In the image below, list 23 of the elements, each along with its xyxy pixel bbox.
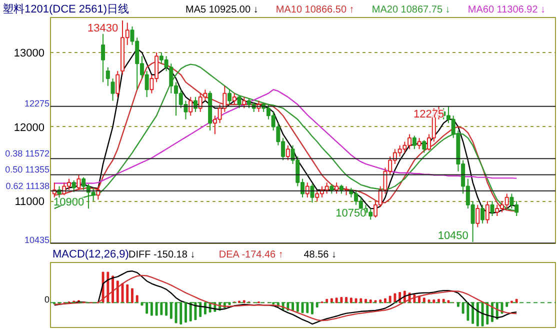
y-tick-label: 11000 [14,196,45,208]
y-tick-label: 12000 [14,122,45,134]
annotation: 10900 [53,196,84,209]
ref-line-label: 0.38 11572 [5,148,50,159]
y-tick-label: 13000 [14,47,45,60]
ref-line-label: 10435 [24,235,50,246]
text: MA20 10867.75 ↓ [372,4,450,16]
annotation: 13430 [88,22,118,34]
text: MA10 10866.50 ↑ [276,4,354,16]
series-label: DIFF -150.18 ↓ [128,250,196,260]
chart-title: MACD(12,26,9) [52,248,129,260]
annotation: 10450 [438,230,468,242]
text: MA5 10925.00 ↓ [186,4,258,16]
ref-line-label: 12275 [24,98,50,108]
ref-line-label: 0.50 11355 [5,164,50,175]
annotation: 10750 [336,208,366,220]
chart-title: 塑料1201(DCE 2561)日线 [2,2,130,16]
text: DEA -174.46 ↑ [218,250,284,260]
ref-line-label: 0 [44,294,50,305]
text: 48.56 ↓ [304,250,337,260]
ref-line-label: 0.62 11138 [6,180,50,191]
annotation: 12275 [414,108,444,120]
text: MA60 11306.92 ↓ [468,4,546,16]
